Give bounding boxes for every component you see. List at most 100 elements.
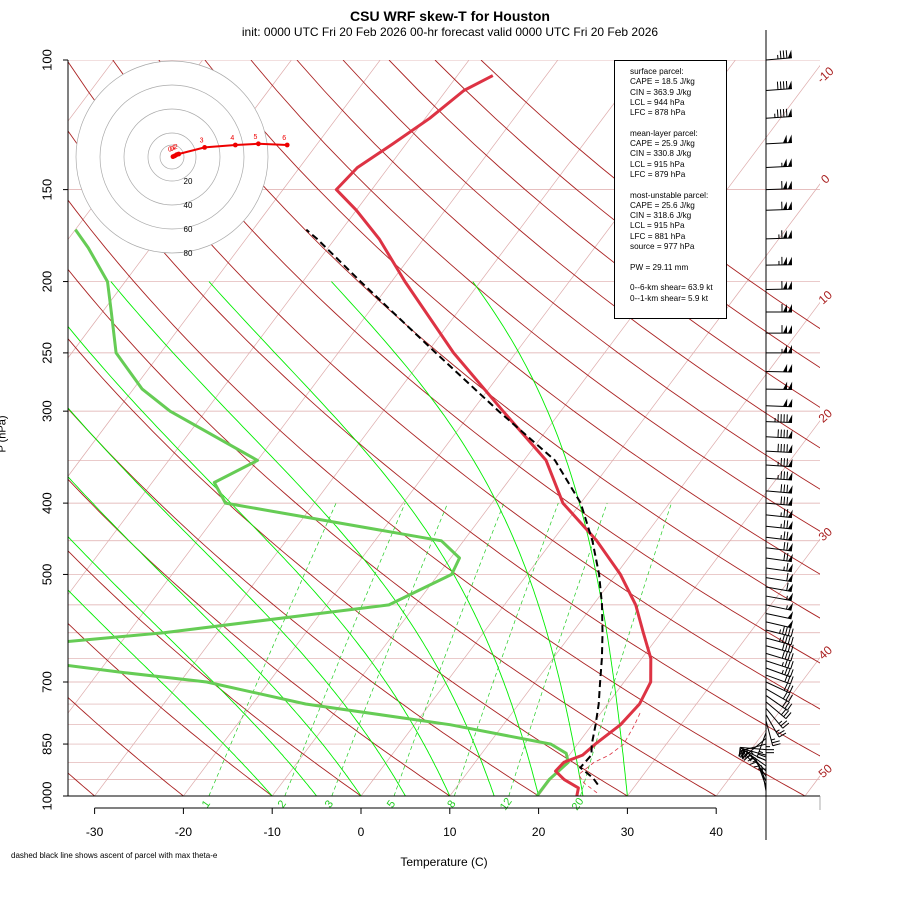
wind-barb-flag [787, 573, 793, 582]
wind-barb [765, 650, 794, 662]
wind-barb-staff [765, 142, 792, 145]
hodograph-point [256, 141, 261, 147]
hodograph-ring [159, 144, 185, 170]
hodograph-ring-label: 60 [184, 225, 193, 234]
wind-barb [765, 496, 793, 506]
wind-barb-flag [787, 592, 793, 601]
wind-barb-full [784, 635, 788, 644]
hodograph-point [232, 142, 238, 148]
dry-adiabat [434, 60, 820, 369]
hodograph-ring [99, 84, 245, 230]
wind-barb-half [781, 669, 784, 674]
wind-barb-flag [787, 520, 793, 529]
wind-barb-full [783, 552, 786, 561]
dry-adiabat [68, 268, 718, 796]
wind-barb-full [783, 710, 790, 718]
wind-barb-full [784, 667, 788, 676]
wind-barb [765, 381, 793, 391]
wind-barb-full [786, 703, 793, 711]
hodograph-ring-label: 20 [184, 177, 193, 186]
wind-barb [765, 634, 794, 646]
wind-barb-full [783, 541, 786, 551]
wind-barb-full [786, 496, 789, 505]
wind-barb [765, 674, 794, 685]
wind-barb-flag [782, 158, 787, 167]
wind-barb-full [783, 520, 786, 529]
mixing-ratio-line [580, 502, 672, 796]
parcel-parameters-box: surface parcel: CAPE = 18.5 J/kg CIN = 3… [614, 60, 727, 319]
wind-barb [765, 49, 792, 61]
wind-barb-flag [787, 201, 792, 210]
wind-barb-flag [782, 134, 787, 143]
wind-barb [765, 582, 793, 592]
wind-barb-staff [765, 652, 792, 662]
temperature-tick-label: 10 [443, 825, 457, 839]
wind-barb-flag [787, 256, 792, 265]
wind-barb-full [771, 740, 780, 744]
wind-barb-full [740, 750, 744, 759]
wind-barb-full [786, 552, 789, 562]
wind-barb [765, 681, 794, 694]
mixing-ratio-label: 3 [323, 798, 336, 810]
mean-layer-cape: CAPE = 25.9 J/kg [630, 139, 695, 149]
wind-barb-full [756, 756, 765, 761]
wind-barb-full [786, 509, 789, 518]
wind-barb [765, 158, 792, 169]
wind-barb-staff [765, 405, 793, 408]
wind-barb-full [783, 458, 786, 467]
wind-barb-full [790, 636, 794, 645]
mean-layer-lcl: LCL = 915 hPa [630, 159, 685, 169]
wind-barb-full [787, 636, 791, 645]
wind-barb-full [784, 701, 790, 709]
wind-barb-flag [787, 532, 793, 541]
wind-barb [765, 694, 793, 711]
moist-adiabat [110, 281, 495, 796]
wind-barb-flag [787, 602, 794, 611]
mixing-ratio-line [284, 502, 406, 796]
wind-barb-full [782, 109, 785, 118]
wind-barb-full [779, 50, 782, 59]
dry-adiabat [250, 60, 820, 532]
mixing-ratio-label: 20 [570, 796, 587, 813]
wind-barb-flag [787, 458, 793, 467]
wind-barb-staff [765, 421, 793, 424]
wind-barb-staff [765, 536, 792, 541]
wind-barb-flag [787, 414, 793, 423]
hodograph-ring [147, 132, 197, 182]
temperature-tick-label: -10 [264, 825, 282, 839]
wind-barb [765, 642, 794, 653]
dry-adiabat [68, 478, 451, 796]
wind-barb-flag [782, 363, 788, 372]
wind-barb-half [746, 749, 749, 754]
wind-barb [738, 746, 767, 756]
mixing-ratio-label: 12 [498, 796, 515, 813]
isotherm-line [715, 657, 820, 796]
temperature-tick-label: 20 [532, 825, 546, 839]
wind-barb-half [781, 662, 784, 667]
wind-barb-full [784, 643, 788, 652]
wind-barb-staff [765, 547, 792, 552]
precipitable-water-group: PW = 29.11 mm [630, 263, 726, 273]
wind-barb-full [779, 81, 782, 90]
wind-barb-full [783, 531, 786, 540]
wind-barb [765, 108, 792, 119]
wind-barb-full [783, 484, 786, 493]
pressure-tick-label: 400 [39, 492, 54, 514]
dry-adiabat [388, 60, 820, 408]
most-unstable-heading: most-unstable parcel: [630, 190, 709, 200]
wind-barb-flag [787, 430, 793, 439]
wind-barb-flag [787, 229, 792, 239]
temperature-tick-label: -30 [86, 825, 104, 839]
wind-barb-staff [765, 595, 792, 602]
surface-lcl: LCL = 944 hPa [630, 97, 685, 107]
wind-barb-staff [765, 502, 792, 506]
y-axis-label: P (hPa) [0, 415, 9, 452]
dry-adiabat [68, 408, 540, 796]
wind-barb-full [785, 80, 788, 90]
wind-barb-flag [782, 381, 788, 390]
wind-barb-full [783, 471, 786, 480]
wind-barb-half [758, 750, 764, 754]
wind-barb-staff [765, 707, 784, 729]
isotherm-line [68, 60, 381, 477]
